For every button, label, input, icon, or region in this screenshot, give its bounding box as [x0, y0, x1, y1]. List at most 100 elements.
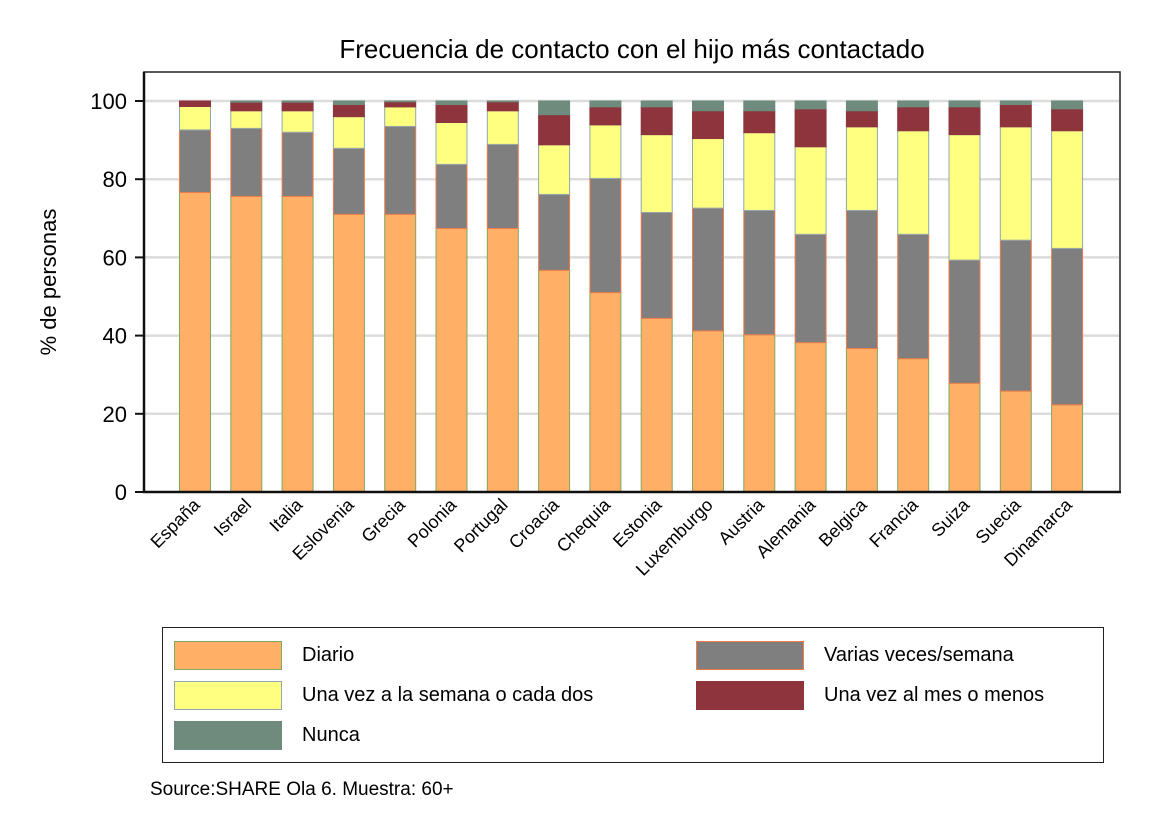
y-tick-label: 0: [115, 480, 127, 505]
bar-segment-una-vez-al-mes-o-menos: [486, 101, 519, 112]
legend-swatch-diario: [174, 641, 282, 670]
bar-segment-una-vez-al-mes-o-menos: [281, 101, 314, 112]
legend-swatch-semana: [174, 681, 282, 710]
x-tick-label: Grecia: [357, 494, 409, 546]
bar-segment-varias-veces-semana: [486, 143, 519, 229]
x-tick-label: Francia: [865, 494, 922, 551]
bar-segment-varias-veces-semana: [435, 163, 468, 229]
bar-segment-una-vez-a-la-semana-o-cada-dos: [948, 134, 981, 261]
bar-stack: [179, 100, 211, 493]
y-tick-label: 100: [90, 89, 127, 114]
bar-segment-nunca: [538, 100, 571, 116]
bar-segment-una-vez-a-la-semana-o-cada-dos: [332, 116, 365, 149]
bar-segment-diario: [486, 227, 519, 493]
bar-segment-una-vez-al-mes-o-menos: [179, 100, 211, 107]
bar-segment-varias-veces-semana: [794, 233, 827, 344]
bar-segment-diario: [179, 191, 211, 493]
legend-label: Una vez a la semana o cada dos: [302, 684, 594, 706]
bar-segment-varias-veces-semana: [897, 233, 930, 360]
bar-stack: [640, 100, 673, 493]
bar-segment-una-vez-a-la-semana-o-cada-dos: [1051, 130, 1084, 249]
legend-label: Diario: [302, 644, 355, 666]
bar-segment-una-vez-a-la-semana-o-cada-dos: [743, 132, 776, 211]
bar-segment-diario: [1051, 404, 1084, 493]
bar-segment-varias-veces-semana: [384, 125, 417, 215]
bar-segment-una-vez-al-mes-o-menos: [640, 106, 673, 136]
y-ticks: 0 20 40 60 80 100: [90, 89, 144, 505]
bar-segment-diario: [384, 213, 417, 493]
bar-segment-varias-veces-semana: [640, 211, 673, 319]
x-tick-label: Suiza: [927, 494, 974, 541]
bar-segment-varias-veces-semana: [743, 209, 776, 336]
bar-segment-varias-veces-semana: [589, 177, 622, 294]
legend-label: Varias veces/semana: [824, 644, 1014, 666]
bar-segment-nunca: [794, 100, 827, 110]
bar-segment-nunca: [845, 100, 878, 112]
bar-segment-varias-veces-semana: [692, 207, 724, 332]
bar-stack: [435, 100, 468, 493]
bar-segment-una-vez-a-la-semana-o-cada-dos: [692, 138, 724, 209]
bar-stack: [999, 100, 1032, 493]
bar-segment-nunca: [897, 100, 930, 108]
legend-item-mes: Una vez al mes o menos: [696, 681, 1044, 710]
x-tick-label: España: [147, 494, 205, 552]
bar-segment-una-vez-al-mes-o-menos: [845, 110, 878, 128]
bar-segment-diario: [230, 195, 263, 493]
source-note: Source:SHARE Ola 6. Muestra: 60+: [150, 779, 454, 800]
bar-stack: [794, 100, 827, 493]
bar-segment-diario: [794, 342, 827, 493]
bar-stack: [281, 100, 314, 493]
bar-segment-una-vez-a-la-semana-o-cada-dos: [845, 126, 878, 211]
bar-segment-una-vez-al-mes-o-menos: [897, 106, 930, 132]
x-tick-label: Israel: [210, 495, 255, 540]
bar-segment-una-vez-a-la-semana-o-cada-dos: [486, 110, 519, 145]
y-tick-label: 40: [103, 324, 127, 349]
bar-segment-una-vez-al-mes-o-menos: [589, 106, 622, 126]
bar-stack: [538, 100, 571, 493]
bar-stack: [589, 100, 622, 493]
bar-stack: [1051, 100, 1084, 493]
legend-item-varias: Varias veces/semana: [696, 641, 1014, 670]
chart-title: Frecuencia de contacto con el hijo más c…: [339, 34, 924, 64]
bar-segment-diario: [435, 227, 468, 493]
bar-stack: [845, 100, 878, 493]
bar-stack: [486, 100, 519, 493]
y-axis-label: % de personas: [36, 209, 61, 356]
bar-segment-nunca: [999, 100, 1032, 106]
bar-segment-diario: [845, 348, 878, 493]
x-tick-label: Belgica: [815, 494, 872, 551]
bar-segment-una-vez-a-la-semana-o-cada-dos: [999, 126, 1032, 241]
bar-segment-una-vez-al-mes-o-menos: [743, 110, 776, 134]
x-tick-label: Portugal: [450, 495, 512, 557]
bar-segment-nunca: [692, 100, 724, 112]
bar-segment-nunca: [640, 100, 673, 108]
bar-segment-una-vez-a-la-semana-o-cada-dos: [281, 110, 314, 133]
bar-segment-diario: [538, 269, 571, 493]
bar-stack: [692, 100, 724, 493]
legend-swatch-varias: [696, 641, 804, 670]
bar-segment-una-vez-al-mes-o-menos: [948, 106, 981, 136]
bar-stack: [743, 100, 776, 493]
legend-label: Una vez al mes o menos: [824, 684, 1045, 706]
bar-segment-diario: [640, 317, 673, 493]
bar-segment-nunca: [743, 100, 776, 112]
bar-segment-diario: [948, 382, 981, 493]
y-tick-label: 60: [103, 245, 127, 270]
bar-segment-nunca: [281, 100, 314, 103]
bar-segment-una-vez-al-mes-o-menos: [230, 101, 263, 112]
bar-segment-una-vez-a-la-semana-o-cada-dos: [538, 144, 571, 195]
bar-segment-varias-veces-semana: [230, 127, 263, 197]
bar-segment-diario: [332, 213, 365, 493]
bar-segment-una-vez-a-la-semana-o-cada-dos: [640, 134, 673, 213]
legend-swatch-mes: [696, 681, 804, 710]
legend-item-semana: Una vez a la semana o cada dos: [174, 681, 593, 710]
bar-segment-nunca: [230, 100, 263, 103]
bar-segment-nunca: [486, 100, 519, 103]
legend-swatch-nunca: [174, 721, 282, 750]
bar-segment-una-vez-a-la-semana-o-cada-dos: [384, 106, 417, 127]
bar-segment-varias-veces-semana: [332, 147, 365, 215]
bar-stack: [384, 100, 417, 493]
bar-segment-una-vez-a-la-semana-o-cada-dos: [897, 130, 930, 235]
bar-segment-una-vez-al-mes-o-menos: [384, 101, 417, 108]
